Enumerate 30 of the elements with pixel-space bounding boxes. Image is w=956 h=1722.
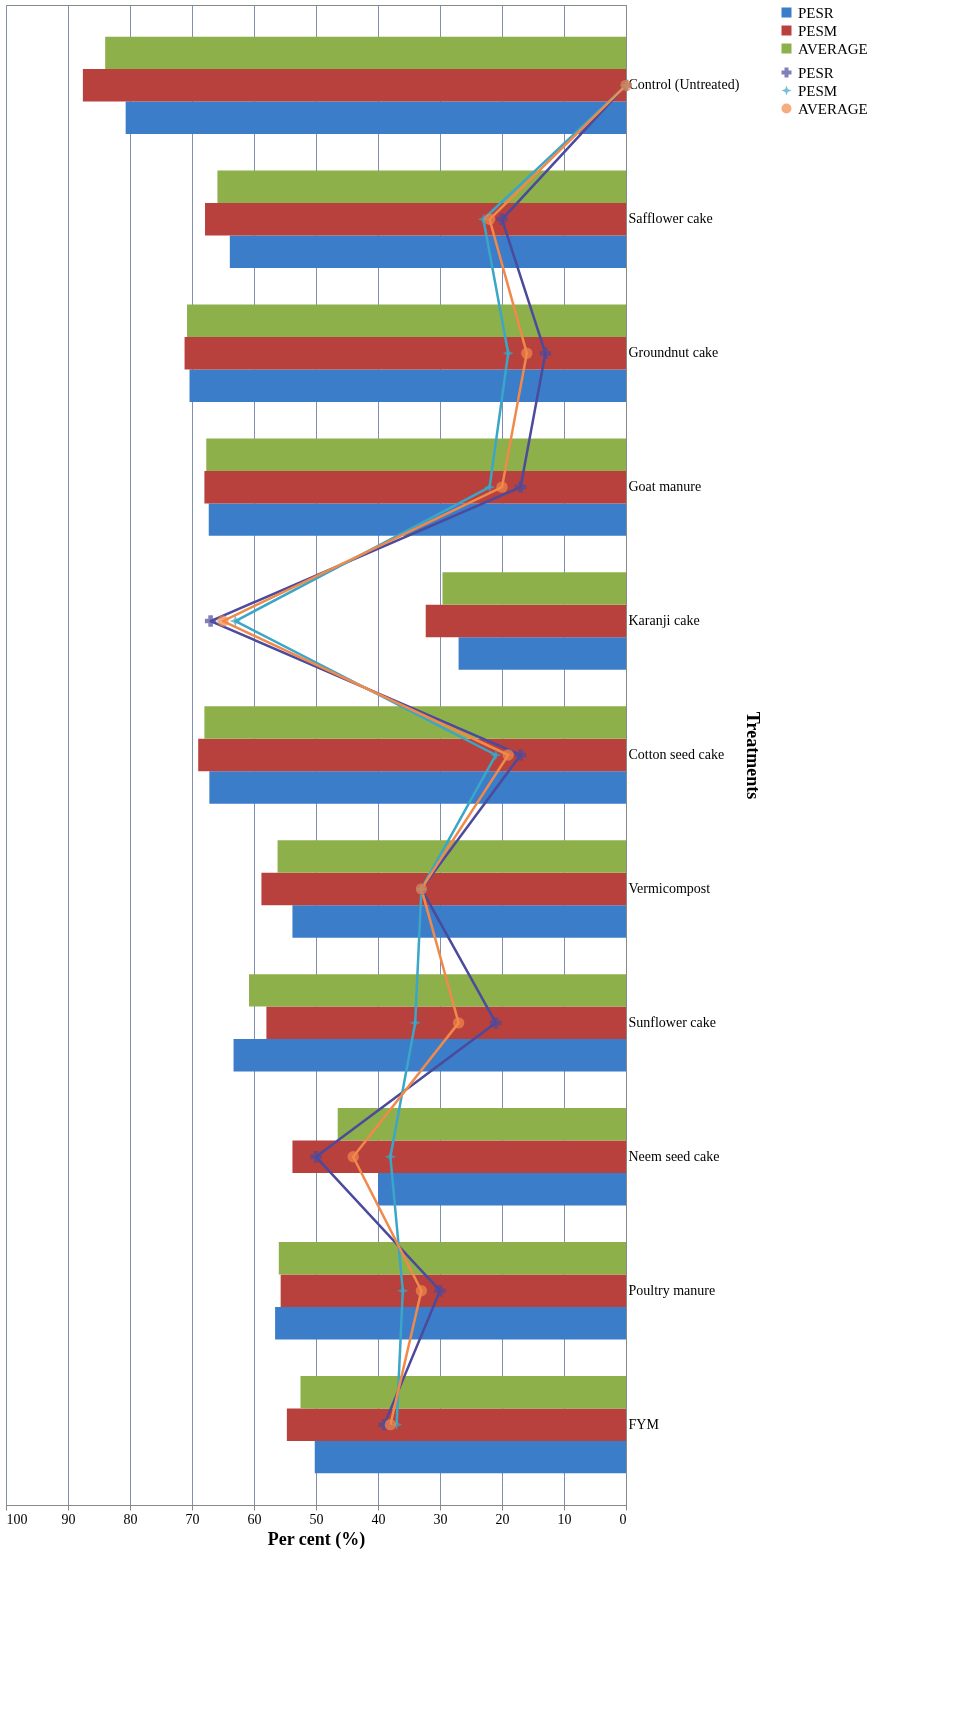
x-tick-label: 0 (619, 1511, 627, 1527)
y-tick-label: Cotton seed cake (628, 747, 725, 762)
y-tick-label: Neem seed cake (628, 1148, 720, 1164)
x-tick-label: 30 (433, 1511, 448, 1527)
x-tick-label: 70 (185, 1511, 200, 1527)
legend-label: PESM (798, 82, 838, 99)
y-tick-label: Control (Untreated) (628, 77, 740, 94)
y-tick-label: Karanji cake (628, 613, 700, 629)
y-tick-label: FYM (628, 1416, 660, 1432)
legend-label: PESM (798, 22, 838, 39)
x-axis-title: Per cent (%) (267, 1528, 366, 1550)
y-tick-label: Vermicompost (628, 880, 711, 896)
x-tick-label: 100 (6, 1511, 28, 1527)
x-tick-label: 50 (309, 1511, 324, 1527)
y-tick-label: Poultry manure (628, 1282, 716, 1298)
x-tick-label: 20 (495, 1511, 510, 1527)
legend-label: PESR (798, 64, 834, 81)
y-tick-label: Sunflower cake (628, 1014, 716, 1030)
y-axis-title: Treatments (743, 711, 764, 800)
x-tick-label: 40 (371, 1511, 386, 1527)
x-tick-label: 60 (247, 1511, 262, 1527)
y-tick-label: Safflower cake (628, 211, 713, 227)
y-tick-label: Goat manure (628, 479, 702, 495)
legend-label: AVERAGE (798, 100, 868, 117)
x-tick-label: 90 (61, 1511, 76, 1527)
x-tick-label: 10 (557, 1511, 572, 1527)
y-tick-label: Groundnut cake (628, 345, 719, 361)
legend-label: PESR (798, 4, 834, 21)
x-tick-label: 80 (123, 1511, 138, 1527)
legend-label: AVERAGE (798, 40, 868, 57)
